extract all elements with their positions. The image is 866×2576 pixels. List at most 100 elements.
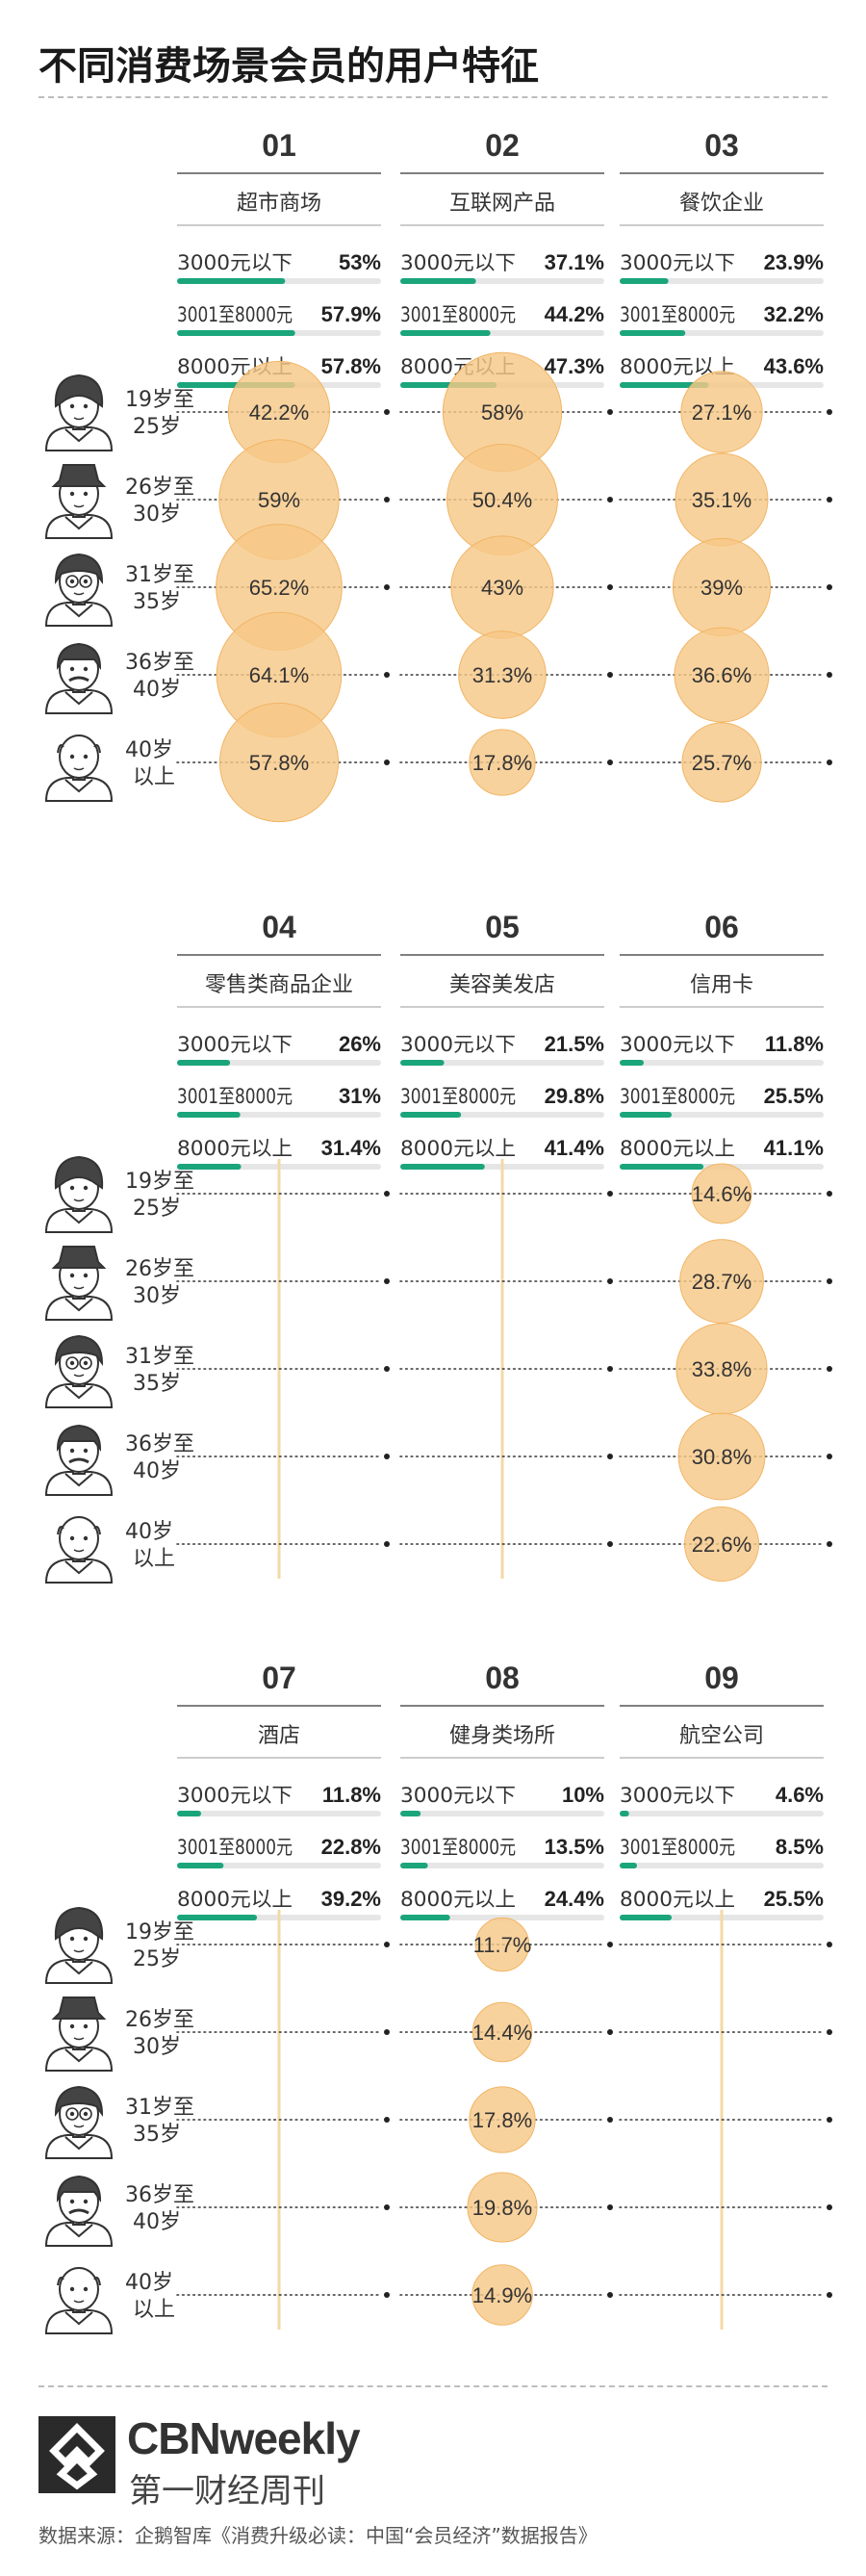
- person-icon: [44, 1516, 114, 1584]
- income-group-label: 3001至8000元: [400, 1085, 516, 1108]
- row-end-dot: [827, 2117, 832, 2123]
- row-end-dot: [384, 2117, 390, 2123]
- income-group-label: 3000元以下: [177, 251, 293, 274]
- row-end-dot: [827, 1278, 832, 1284]
- income-bar: [620, 1811, 629, 1816]
- category-number: 04: [262, 910, 296, 944]
- income-group-label: 8000元以上: [620, 1888, 735, 1911]
- income-value-label: 13.5%: [545, 1835, 604, 1859]
- income-value-label: 10%: [562, 1783, 604, 1807]
- person-icon: [44, 1424, 114, 1496]
- age-group-label-line1: 36岁至: [125, 651, 194, 675]
- row-end-dot: [384, 1942, 390, 1947]
- income-bar: [620, 1164, 704, 1170]
- income-bar: [620, 1863, 638, 1868]
- age-group-label-line2: 30岁: [133, 502, 181, 527]
- income-bar-track: [177, 1863, 381, 1868]
- age-bubble: [471, 2001, 533, 2063]
- age-bubble: [683, 1506, 760, 1583]
- income-group-label: 3000元以下: [177, 1784, 293, 1807]
- age-group-label-line2: 35岁: [133, 1372, 181, 1396]
- age-value-label: 50.4%: [472, 488, 532, 512]
- age-group-label-line2: 25岁: [133, 1947, 181, 1971]
- income-bar: [400, 1811, 421, 1816]
- income-bar: [177, 1164, 242, 1170]
- income-bar: [177, 1060, 231, 1066]
- income-group-label: 3001至8000元: [177, 1085, 293, 1108]
- row-end-dot: [827, 2029, 832, 2035]
- age-group-label-line2: 以上: [133, 2298, 175, 2322]
- income-bar: [400, 1112, 462, 1118]
- row-end-dot: [607, 760, 613, 765]
- person-icon: [44, 1155, 114, 1233]
- age-value-label: 22.6%: [692, 1533, 751, 1557]
- income-value-label: 37.1%: [545, 250, 604, 274]
- person-icon: [44, 464, 114, 539]
- age-group-label-line1: 31岁至: [125, 1345, 194, 1369]
- age-value-label: 14.4%: [472, 2021, 532, 2045]
- row-end-dot: [827, 497, 832, 502]
- row-end-dot: [607, 584, 613, 590]
- income-group-label: 8000元以上: [620, 1137, 735, 1160]
- age-group-label-line1: 31岁至: [125, 563, 194, 587]
- age-value-label: 65.2%: [249, 576, 309, 600]
- row-end-dot: [384, 1454, 390, 1459]
- person-icon: [44, 1334, 114, 1408]
- income-group-label: 3000元以下: [620, 251, 735, 274]
- income-group-label: 3001至8000元: [400, 1836, 516, 1859]
- income-group-label: 8000元以上: [400, 1137, 516, 1160]
- income-value-label: 44.2%: [545, 302, 604, 326]
- row-end-dot: [827, 760, 832, 765]
- age-value-label: 42.2%: [249, 400, 309, 425]
- category-name: 餐饮企业: [679, 192, 764, 216]
- age-group-label-line2: 25岁: [133, 415, 181, 439]
- row-end-dot: [607, 2117, 613, 2123]
- income-group-label: 3001至8000元: [620, 303, 735, 326]
- person-icon: [44, 734, 114, 802]
- row-end-dot: [607, 409, 613, 415]
- age-value-label: 14.6%: [692, 1182, 751, 1206]
- row-end-dot: [384, 672, 390, 678]
- brand-subtitle: 第一财经周刊: [129, 2472, 325, 2511]
- income-bar: [177, 1915, 258, 1920]
- person-icon: [44, 553, 114, 627]
- income-group-label: 8000元以上: [400, 1888, 516, 1911]
- age-group-label-line1: 31岁至: [125, 2096, 194, 2120]
- income-group-label: 8000元以上: [177, 1888, 293, 1911]
- source-note: 数据来源：企鹅智库《消费升级必读：中国“会员经济”数据报告》: [38, 2524, 598, 2547]
- income-group-label: 3000元以下: [177, 1033, 293, 1056]
- category-name: 健身类场所: [449, 1724, 555, 1748]
- income-bar: [400, 1915, 450, 1920]
- row-end-dot: [607, 1541, 613, 1547]
- age-group-label-line1: 40岁: [125, 738, 173, 762]
- row-end-dot: [827, 2292, 832, 2298]
- row-end-dot: [827, 1191, 832, 1197]
- income-bar: [400, 1060, 445, 1066]
- category-number: 02: [485, 128, 520, 163]
- age-value-label: 17.8%: [472, 751, 532, 775]
- age-value-label: 58%: [481, 400, 523, 425]
- income-value-label: 21.5%: [545, 1032, 604, 1056]
- age-value-label: 64.1%: [249, 663, 309, 687]
- income-value-label: 8.5%: [776, 1835, 824, 1859]
- person-icon: [44, 374, 114, 451]
- row-end-dot: [827, 584, 832, 590]
- row-end-dot: [384, 2204, 390, 2210]
- income-value-label: 23.9%: [764, 250, 824, 274]
- age-bubble: [471, 2264, 533, 2326]
- age-group-label-line1: 26岁至: [125, 2008, 194, 2032]
- footer-divider: [38, 2385, 828, 2387]
- person-icon: [44, 1246, 114, 1321]
- income-value-label: 31.4%: [321, 1136, 381, 1160]
- cbn-logo-icon: [38, 2416, 115, 2493]
- income-bar: [177, 278, 286, 284]
- income-value-label: 24.4%: [545, 1887, 604, 1911]
- age-bubble: [681, 722, 762, 803]
- age-bubble: [458, 631, 547, 719]
- row-end-dot: [384, 1366, 390, 1372]
- income-bar: [177, 330, 295, 336]
- age-value-label: 35.1%: [692, 488, 751, 512]
- category-number: 05: [485, 910, 520, 944]
- income-bar: [400, 1164, 485, 1170]
- row-end-dot: [827, 672, 832, 678]
